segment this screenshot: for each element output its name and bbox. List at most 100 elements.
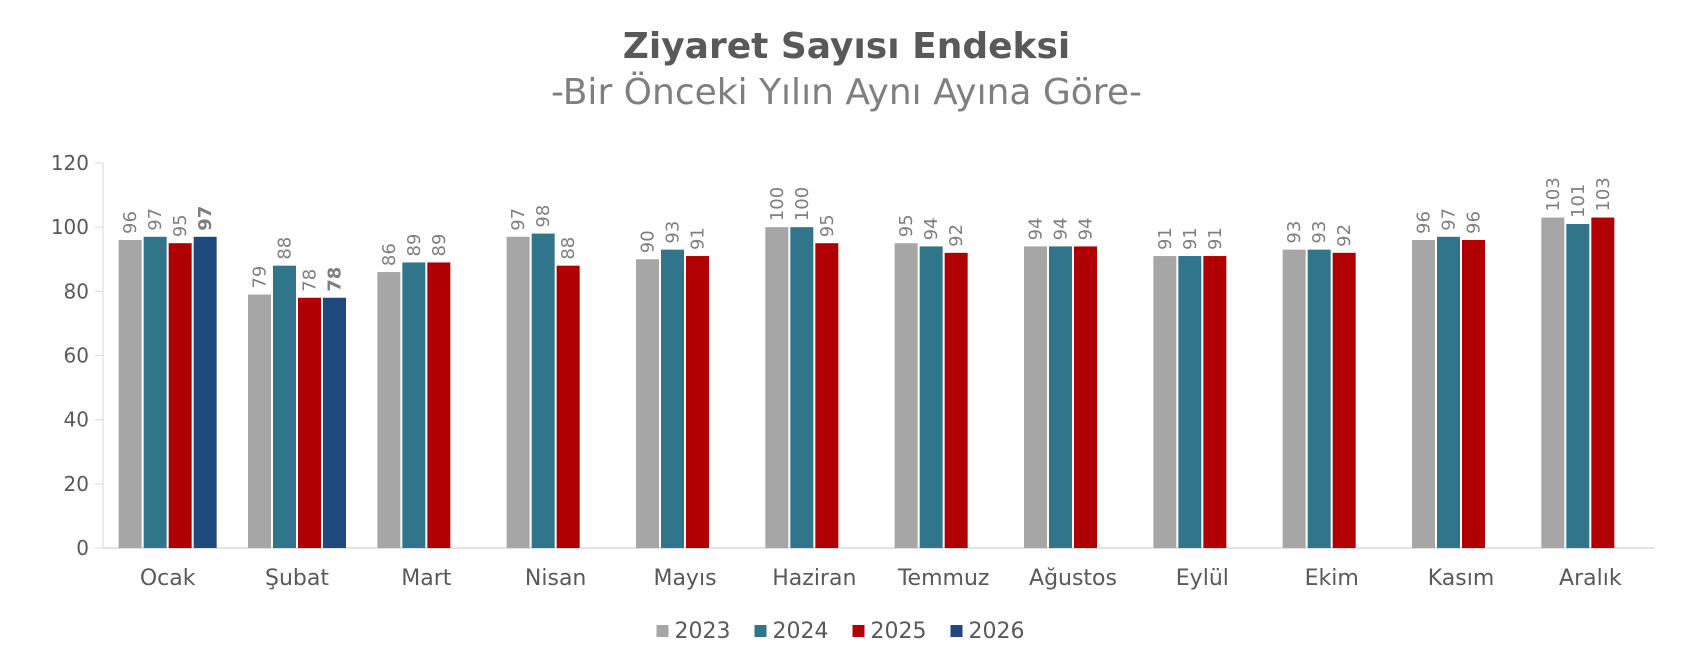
data-label: 91	[1180, 227, 1201, 250]
x-tick-label: Haziran	[772, 566, 856, 591]
bar	[1591, 217, 1615, 548]
bar	[815, 243, 839, 549]
bar	[1153, 256, 1177, 548]
data-label: 96	[120, 211, 141, 234]
data-label: 93	[1284, 221, 1305, 244]
legend-label: 2026	[969, 619, 1025, 644]
x-tick-label: Eylül	[1176, 566, 1229, 591]
data-label: 91	[1155, 227, 1176, 250]
bar	[1462, 240, 1485, 548]
bar	[298, 297, 321, 548]
data-label: 94	[1076, 218, 1097, 241]
data-label: 89	[404, 234, 425, 257]
y-tick-label: 20	[64, 472, 89, 496]
data-label: 94	[1051, 218, 1072, 241]
bar	[323, 297, 346, 548]
data-label: 94	[921, 218, 942, 241]
bar	[1203, 256, 1227, 548]
bar	[143, 236, 167, 548]
data-label: 91	[1205, 227, 1226, 250]
x-tick-label: Ekim	[1305, 566, 1359, 591]
x-tick-label: Temmuz	[897, 566, 990, 591]
data-label: 78	[325, 267, 346, 292]
data-label: 100	[792, 187, 813, 221]
data-label: 88	[558, 237, 579, 260]
y-tick-label: 120	[51, 151, 89, 175]
data-label: 98	[533, 205, 554, 228]
legend-swatch	[656, 625, 669, 637]
y-tick-label: 60	[64, 344, 89, 368]
bar	[506, 236, 530, 548]
bar	[1332, 252, 1356, 549]
data-label: 95	[170, 214, 191, 237]
data-label: 79	[250, 266, 271, 289]
data-label: 89	[429, 234, 450, 257]
bar	[1178, 256, 1202, 548]
legend-label: 2023	[675, 619, 731, 644]
data-label: 96	[1464, 211, 1485, 234]
data-label: 97	[508, 208, 529, 231]
bar	[1074, 246, 1097, 548]
bar	[168, 243, 192, 549]
bar	[1566, 223, 1590, 549]
data-label: 91	[688, 227, 709, 250]
x-tick-label: Şubat	[265, 566, 329, 591]
chart-title: Ziyaret Sayısı Endeksi	[622, 26, 1071, 67]
bar	[686, 256, 709, 548]
bar	[193, 236, 217, 548]
chart-subtitle: -Bir Önceki Yılın Aynı Ayına Göre-	[551, 72, 1142, 113]
bar	[1049, 246, 1072, 548]
data-label: 97	[145, 208, 166, 231]
x-tick-label: Nisan	[525, 566, 586, 591]
data-label: 100	[767, 187, 788, 221]
data-label: 93	[1309, 221, 1330, 244]
bar	[1437, 236, 1460, 548]
legend-swatch	[950, 625, 963, 637]
bar	[919, 246, 943, 548]
data-label: 101	[1568, 184, 1589, 218]
bar	[248, 294, 271, 548]
legend-label: 2024	[773, 619, 829, 644]
data-label: 86	[379, 243, 400, 266]
y-tick-label: 100	[51, 215, 89, 239]
data-label: 88	[275, 237, 296, 260]
bar	[1412, 240, 1435, 548]
bar	[377, 272, 401, 548]
bar	[636, 259, 659, 548]
bar	[427, 262, 451, 548]
data-label: 103	[1593, 177, 1614, 211]
bar	[118, 240, 142, 548]
bar	[1307, 249, 1331, 548]
legend-swatch	[852, 625, 865, 637]
data-label: 78	[300, 269, 321, 292]
x-tick-label: Aralık	[1559, 566, 1622, 591]
data-label: 95	[817, 214, 838, 237]
bar	[765, 227, 789, 548]
data-label: 92	[1334, 224, 1355, 247]
data-label: 94	[1026, 218, 1047, 241]
y-tick-label: 40	[64, 408, 89, 432]
bar	[531, 233, 555, 549]
x-tick-label: Mayıs	[653, 566, 716, 591]
x-tick-label: Kasım	[1428, 566, 1495, 591]
bar	[944, 252, 968, 549]
data-label: 103	[1543, 177, 1564, 211]
bar	[1024, 246, 1047, 548]
y-tick-label: 80	[64, 279, 89, 303]
x-tick-label: Mart	[401, 566, 452, 591]
data-label: 95	[896, 214, 917, 237]
data-label: 93	[663, 221, 684, 244]
bar	[273, 265, 296, 548]
bar	[790, 227, 814, 548]
data-label: 90	[638, 230, 659, 253]
legend-label: 2025	[871, 619, 927, 644]
data-label: 97	[1439, 208, 1460, 231]
legend-swatch	[754, 625, 767, 637]
bar	[556, 265, 580, 548]
data-label: 96	[1414, 211, 1435, 234]
bar	[402, 262, 426, 548]
bar	[894, 243, 918, 549]
bar	[1541, 217, 1565, 548]
